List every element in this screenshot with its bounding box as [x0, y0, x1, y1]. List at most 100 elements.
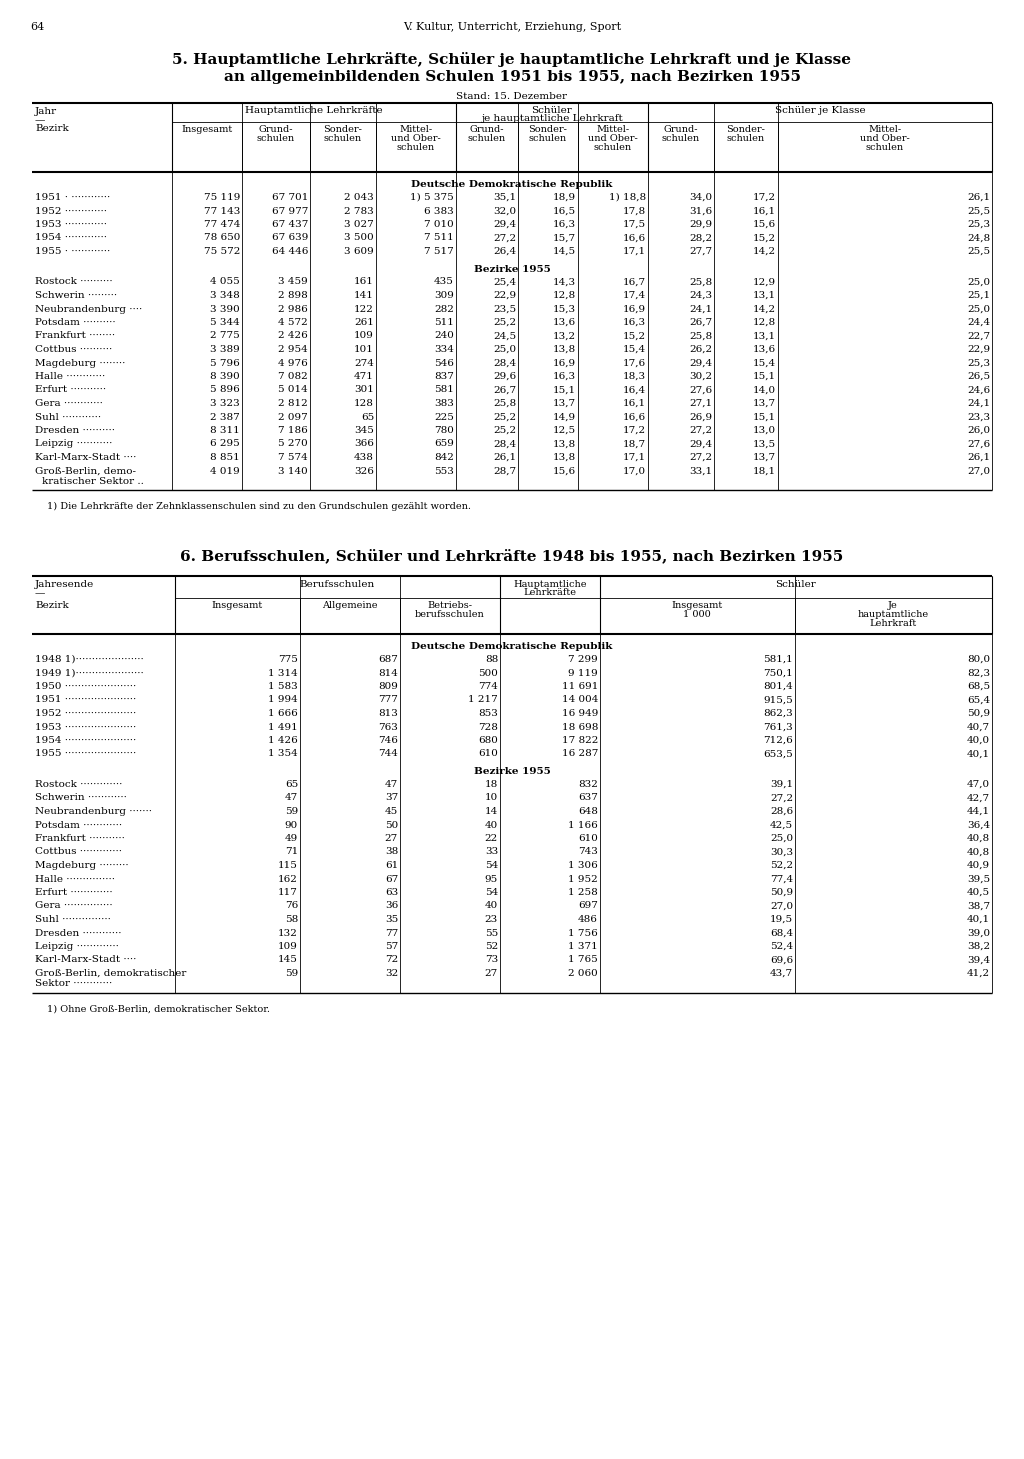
Text: 1 000: 1 000 — [683, 610, 711, 619]
Text: 25,0: 25,0 — [967, 305, 990, 314]
Text: 35,1: 35,1 — [493, 193, 516, 201]
Text: 64: 64 — [30, 22, 44, 32]
Text: 13,7: 13,7 — [753, 398, 776, 409]
Text: 7 517: 7 517 — [424, 247, 454, 255]
Text: und Ober-: und Ober- — [588, 134, 638, 143]
Text: 774: 774 — [478, 681, 498, 692]
Text: 40,0: 40,0 — [967, 735, 990, 746]
Text: Sonder-: Sonder- — [727, 125, 765, 134]
Text: 28,4: 28,4 — [493, 439, 516, 448]
Text: 69,6: 69,6 — [770, 956, 793, 964]
Text: 67 977: 67 977 — [271, 207, 308, 216]
Text: 132: 132 — [279, 928, 298, 938]
Text: 25,3: 25,3 — [967, 220, 990, 229]
Text: 2 986: 2 986 — [279, 305, 308, 314]
Text: 1 354: 1 354 — [268, 750, 298, 759]
Text: 2 898: 2 898 — [279, 290, 308, 301]
Text: 309: 309 — [434, 290, 454, 301]
Text: 486: 486 — [579, 915, 598, 924]
Text: 13,1: 13,1 — [753, 331, 776, 340]
Text: 14,3: 14,3 — [553, 277, 575, 286]
Text: Schwerin ·········: Schwerin ········· — [35, 290, 117, 301]
Text: 67 639: 67 639 — [271, 233, 308, 242]
Text: 6. Berufsschulen, Schüler und Lehrkräfte 1948 bis 1955, nach Bezirken 1955: 6. Berufsschulen, Schüler und Lehrkräfte… — [180, 549, 844, 563]
Text: 25,3: 25,3 — [967, 359, 990, 368]
Text: 10: 10 — [484, 794, 498, 802]
Text: 27,1: 27,1 — [689, 398, 712, 409]
Text: 24,1: 24,1 — [689, 305, 712, 314]
Text: 28,2: 28,2 — [689, 233, 712, 242]
Text: 1 258: 1 258 — [568, 889, 598, 897]
Text: Magdeburg ········: Magdeburg ········ — [35, 359, 125, 368]
Text: 15,7: 15,7 — [553, 233, 575, 242]
Text: 837: 837 — [434, 372, 454, 381]
Text: 1 426: 1 426 — [268, 735, 298, 746]
Text: Lehrkraft: Lehrkraft — [869, 619, 916, 627]
Text: 25,2: 25,2 — [493, 413, 516, 422]
Text: 145: 145 — [279, 956, 298, 964]
Text: 41,2: 41,2 — [967, 969, 990, 978]
Text: 23,3: 23,3 — [967, 413, 990, 422]
Text: 546: 546 — [434, 359, 454, 368]
Text: Jahresende: Jahresende — [35, 581, 94, 589]
Text: 28,7: 28,7 — [493, 467, 516, 476]
Text: 76: 76 — [285, 902, 298, 910]
Text: 75 572: 75 572 — [204, 247, 240, 255]
Text: 59: 59 — [285, 807, 298, 816]
Text: 301: 301 — [354, 385, 374, 394]
Text: Stand: 15. Dezember: Stand: 15. Dezember — [457, 92, 567, 101]
Text: 27,2: 27,2 — [689, 426, 712, 435]
Text: 1) Die Lehrkräfte der Zehnklassenschulen sind zu den Grundschulen gezählt worden: 1) Die Lehrkräfte der Zehnklassenschulen… — [47, 502, 471, 511]
Text: —: — — [35, 589, 45, 598]
Text: 9 119: 9 119 — [568, 668, 598, 677]
Text: 12,9: 12,9 — [753, 277, 776, 286]
Text: 2 043: 2 043 — [344, 193, 374, 201]
Text: Magdeburg ·········: Magdeburg ········· — [35, 861, 129, 870]
Text: Groß-Berlin, demokratischer: Groß-Berlin, demokratischer — [35, 969, 186, 978]
Text: 17,5: 17,5 — [623, 220, 646, 229]
Text: 2 387: 2 387 — [210, 413, 240, 422]
Text: 61: 61 — [385, 861, 398, 870]
Text: 36: 36 — [385, 902, 398, 910]
Text: 38: 38 — [385, 848, 398, 856]
Text: 3 348: 3 348 — [210, 290, 240, 301]
Text: 77: 77 — [385, 928, 398, 938]
Text: Jahr: Jahr — [35, 107, 57, 117]
Text: 7 574: 7 574 — [279, 452, 308, 463]
Text: 16,9: 16,9 — [623, 305, 646, 314]
Text: 90: 90 — [285, 820, 298, 830]
Text: 18,7: 18,7 — [623, 439, 646, 448]
Text: 7 082: 7 082 — [279, 372, 308, 381]
Text: 610: 610 — [478, 750, 498, 759]
Text: Neubrandenburg ·······: Neubrandenburg ······· — [35, 807, 152, 816]
Text: 261: 261 — [354, 318, 374, 327]
Text: Schüler: Schüler — [531, 107, 572, 115]
Text: Allgemeine: Allgemeine — [323, 601, 378, 610]
Text: 23,5: 23,5 — [493, 305, 516, 314]
Text: 3 323: 3 323 — [210, 398, 240, 409]
Text: 65: 65 — [285, 781, 298, 789]
Text: 17,6: 17,6 — [623, 359, 646, 368]
Text: 95: 95 — [484, 874, 498, 884]
Text: Rostock ·············: Rostock ············· — [35, 781, 123, 789]
Text: 15,1: 15,1 — [553, 385, 575, 394]
Text: 2 812: 2 812 — [279, 398, 308, 409]
Text: berufsschulen: berufsschulen — [415, 610, 485, 619]
Text: Cottbus ·············: Cottbus ············· — [35, 848, 122, 856]
Text: schulen: schulen — [594, 143, 632, 152]
Text: 581: 581 — [434, 385, 454, 394]
Text: schulen: schulen — [257, 134, 295, 143]
Text: Erfurt ···········: Erfurt ··········· — [35, 385, 106, 394]
Text: 1 371: 1 371 — [568, 943, 598, 951]
Text: 26,7: 26,7 — [493, 385, 516, 394]
Text: 109: 109 — [354, 331, 374, 340]
Text: 38,7: 38,7 — [967, 902, 990, 910]
Text: schulen: schulen — [397, 143, 435, 152]
Text: 1 666: 1 666 — [268, 709, 298, 718]
Text: 22,7: 22,7 — [967, 331, 990, 340]
Text: Hauptamtliche: Hauptamtliche — [513, 581, 587, 589]
Text: Betriebs-: Betriebs- — [427, 601, 472, 610]
Text: 4 055: 4 055 — [210, 277, 240, 286]
Text: 40,8: 40,8 — [967, 835, 990, 843]
Text: 39,5: 39,5 — [967, 874, 990, 884]
